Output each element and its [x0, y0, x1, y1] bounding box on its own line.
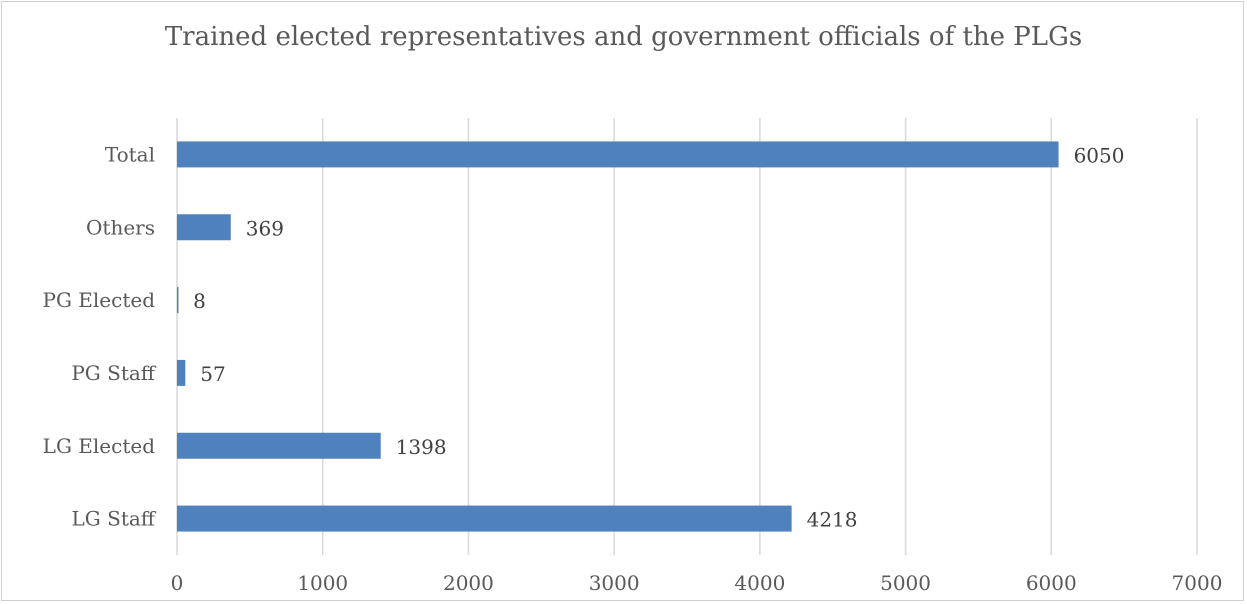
category-label-pg-elected: PG Elected	[43, 288, 156, 312]
bar-others	[177, 214, 231, 241]
x-tick-label-5000: 5000	[880, 571, 931, 595]
data-labels: 4218 1398 57 8 369 6050	[193, 143, 1124, 531]
category-label-lg-elected: LG Elected	[43, 434, 156, 458]
x-tick-label-4000: 4000	[734, 571, 785, 595]
bars	[177, 141, 1059, 532]
data-label-others: 369	[246, 216, 284, 240]
x-tick-label-6000: 6000	[1026, 571, 1077, 595]
bar-lg-staff	[177, 505, 792, 532]
x-tick-label-1000: 1000	[297, 571, 348, 595]
category-label-pg-staff: PG Staff	[71, 361, 156, 385]
chart-title: Trained elected representatives and gove…	[164, 22, 1083, 52]
gridlines	[176, 118, 1198, 555]
bar-pg-elected	[177, 287, 179, 314]
category-label-others: Others	[86, 215, 155, 239]
category-labels: LG Staff LG Elected PG Staff PG Elected Othe…	[43, 142, 157, 530]
data-label-lg-staff: 4218	[807, 508, 858, 532]
data-label-lg-elected: 1398	[396, 435, 447, 459]
x-tick-label-0: 0	[171, 571, 184, 595]
bar-lg-elected	[177, 432, 381, 459]
bar-pg-staff	[177, 359, 186, 386]
x-tick-labels: 0 1000 2000 3000 4000 5000 6000 7000	[171, 571, 1223, 595]
x-tick-label-2000: 2000	[443, 571, 494, 595]
data-label-pg-staff: 57	[200, 362, 225, 386]
data-label-total: 6050	[1074, 143, 1125, 167]
x-tick-label-3000: 3000	[589, 571, 640, 595]
category-label-total: Total	[105, 142, 155, 166]
category-label-lg-staff: LG Staff	[72, 507, 157, 531]
data-label-pg-elected: 8	[193, 289, 206, 313]
x-tick-label-7000: 7000	[1172, 571, 1223, 595]
bar-total	[177, 141, 1059, 168]
